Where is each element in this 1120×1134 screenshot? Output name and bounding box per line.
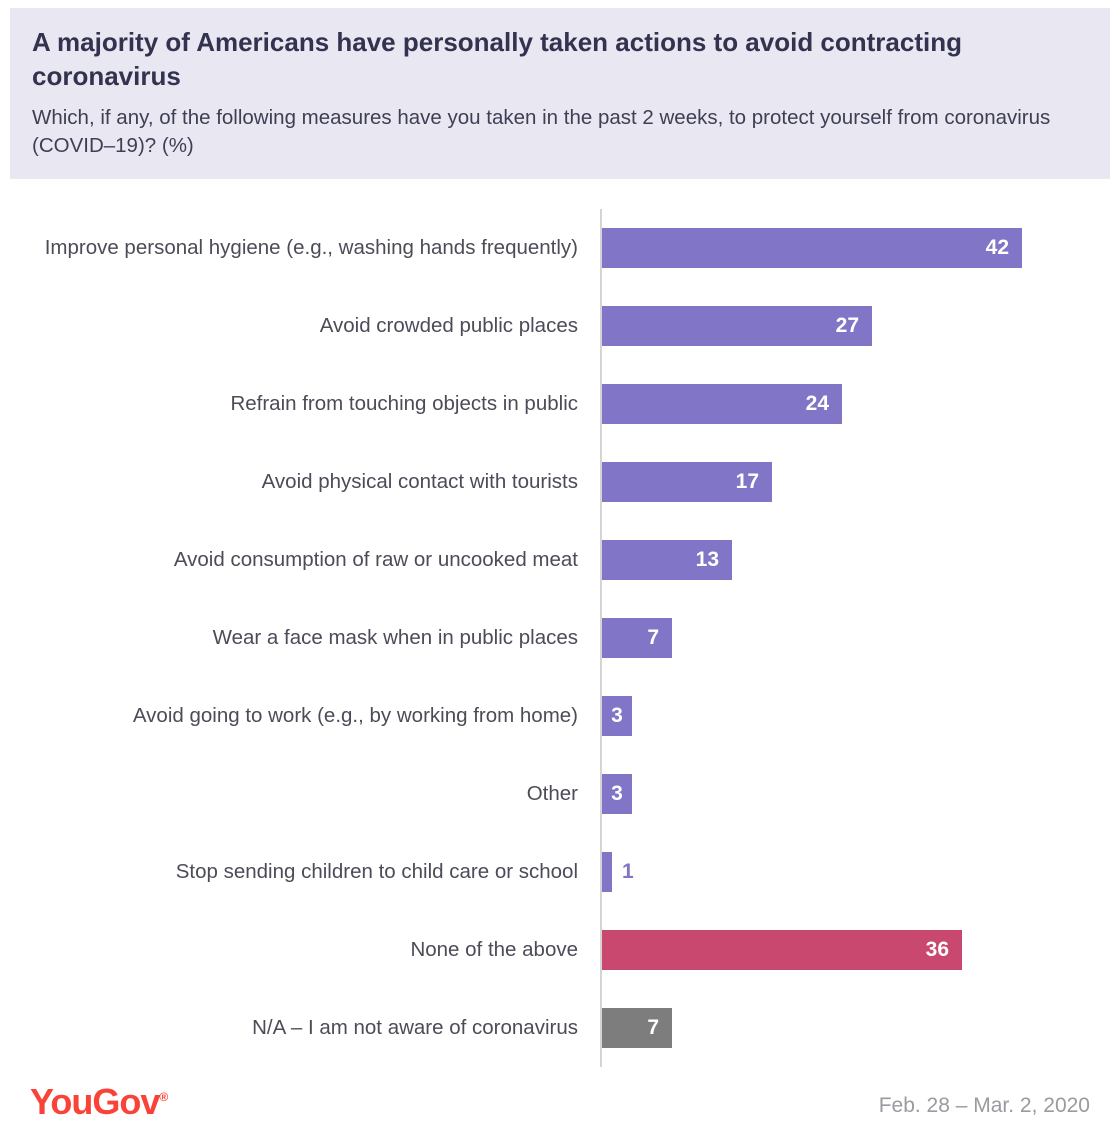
value-label: 13 (695, 547, 719, 571)
bar-cell: 27 (600, 286, 1120, 365)
chart-title: A majority of Americans have personally … (32, 27, 962, 91)
bar-cell: 7 (600, 598, 1120, 677)
chart-rows: Improve personal hygiene (e.g., washing … (0, 208, 1120, 1067)
category-label: Wear a face mask when in public places (212, 625, 578, 649)
bar: 13 (602, 539, 732, 580)
bar (602, 851, 612, 892)
bar-cell: 24 (600, 364, 1120, 443)
category-label: N/A – I am not aware of coronavirus (252, 1015, 578, 1039)
category-label: Avoid going to work (e.g., by working fr… (132, 703, 578, 727)
chart-row: N/A – I am not aware of coronavirus 7 (0, 988, 1120, 1067)
category-label: Avoid consumption of raw or uncooked mea… (173, 547, 578, 571)
date-range: Feb. 28 – Mar. 2, 2020 (878, 1094, 1090, 1117)
chart-header: A majority of Americans have personally … (10, 8, 1110, 179)
chart-footer: YouGov® Feb. 28 – Mar. 2, 2020 (30, 1084, 1090, 1120)
bar: 42 (602, 227, 1022, 268)
bar-cell: 17 (600, 442, 1120, 521)
chart-subtitle: Which, if any, of the following measures… (32, 105, 1051, 158)
chart-row: Avoid going to work (e.g., by working fr… (0, 676, 1120, 755)
bar: 27 (602, 305, 872, 346)
chart-row: Refrain from touching objects in public 2… (0, 364, 1120, 443)
bar: 7 (602, 1007, 672, 1048)
category-label: Improve personal hygiene (e.g., washing … (44, 235, 578, 259)
bar: 7 (602, 617, 672, 658)
chart-row: Improve personal hygiene (e.g., washing … (0, 208, 1120, 287)
chart-row: Stop sending children to child care or s… (0, 832, 1120, 911)
bar-cell: 3 (600, 676, 1120, 755)
value-label: 3 (611, 703, 623, 727)
chart-row: Avoid crowded public places 27 (0, 286, 1120, 365)
chart-row: None of the above 36 (0, 910, 1120, 989)
bar-cell: 13 (600, 520, 1120, 599)
value-label: 7 (647, 1015, 659, 1039)
bar-cell: 1 (600, 832, 1120, 911)
bar: 17 (602, 461, 772, 502)
yougov-logo: YouGov® (30, 1081, 168, 1122)
bar: 3 (602, 695, 632, 736)
brand-text: YouGov (30, 1081, 160, 1122)
chart-row: Other 3 (0, 754, 1120, 833)
bar: 36 (602, 929, 962, 970)
value-label: 24 (805, 391, 829, 415)
chart-row: Avoid consumption of raw or uncooked mea… (0, 520, 1120, 599)
value-label: 3 (611, 781, 623, 805)
bar-cell: 42 (600, 208, 1120, 287)
bar-chart: Improve personal hygiene (e.g., washing … (0, 208, 1120, 1067)
value-label: 1 (622, 859, 634, 883)
category-label: Refrain from touching objects in public (230, 391, 578, 415)
value-label: 42 (985, 235, 1009, 259)
value-label: 7 (647, 625, 659, 649)
category-label: None of the above (410, 937, 578, 961)
category-label: Other (526, 781, 578, 805)
bar-cell: 3 (600, 754, 1120, 833)
value-label: 36 (925, 937, 949, 961)
chart-row: Avoid physical contact with tourists 17 (0, 442, 1120, 521)
category-label: Avoid physical contact with tourists (261, 469, 578, 493)
bar: 3 (602, 773, 632, 814)
value-label: 27 (835, 313, 859, 337)
bar-cell: 7 (600, 988, 1120, 1067)
chart-row: Wear a face mask when in public places 7 (0, 598, 1120, 677)
value-label: 17 (735, 469, 759, 493)
registered-mark-icon: ® (159, 1090, 168, 1104)
category-label: Avoid crowded public places (319, 313, 578, 337)
bar-cell: 36 (600, 910, 1120, 989)
bar: 24 (602, 383, 842, 424)
category-label: Stop sending children to child care or s… (175, 859, 578, 883)
